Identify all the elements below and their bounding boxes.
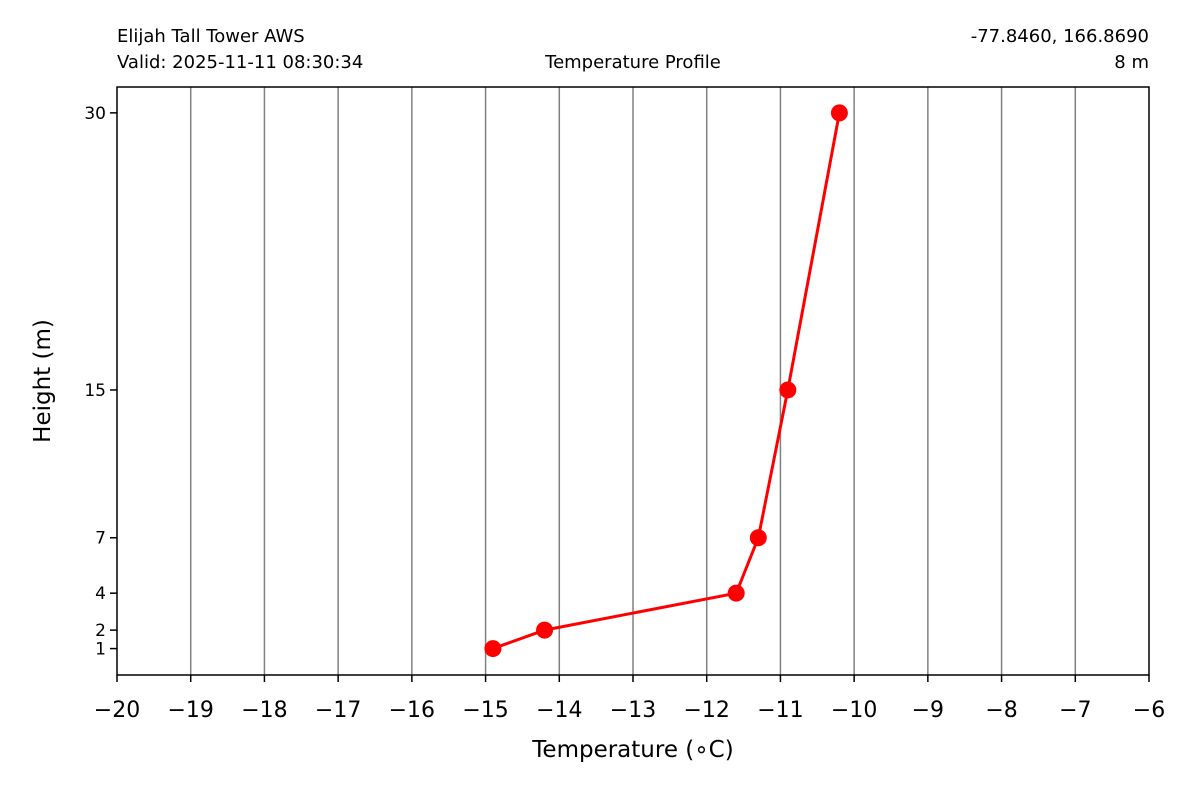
x-tick-label: −9 — [912, 698, 944, 723]
x-axis-ticks: −20 −19 −18 −17 −16 −15 −14 −13 −12 −11 −10 −9 −8 −7 −… — [94, 675, 1165, 723]
temperature-point — [484, 640, 502, 658]
x-axis-label: Temperature (∘C) — [531, 737, 733, 763]
valid-time: Valid: 2025-11-11 08:30:34 — [117, 52, 363, 73]
x-tick-label: −18 — [241, 698, 287, 723]
series-group — [484, 104, 848, 658]
x-tick-label: −19 — [167, 698, 213, 723]
x-tick-label: −7 — [1059, 698, 1091, 723]
station-coords: -77.8460, 166.8690 — [971, 26, 1149, 47]
x-tick-label: −17 — [315, 698, 361, 723]
x-tick-label: −15 — [462, 698, 508, 723]
x-tick-label: −12 — [683, 698, 729, 723]
temperature-point — [779, 381, 797, 399]
station-elevation: 8 m — [1114, 52, 1149, 73]
y-tick-label: 4 — [95, 584, 106, 604]
temperature-line — [492, 112, 841, 650]
x-tick-label: −6 — [1133, 698, 1165, 723]
temperature-point — [749, 529, 767, 547]
x-tick-label: −20 — [94, 698, 140, 723]
plot-title: Temperature Profile — [544, 52, 721, 73]
y-tick-label: 30 — [84, 104, 106, 124]
x-tick-label: −16 — [389, 698, 435, 723]
y-tick-label: 2 — [95, 621, 106, 641]
y-axis-label: Height (m) — [30, 319, 56, 443]
x-tick-label: −11 — [757, 698, 803, 723]
temperature-point — [727, 584, 745, 602]
grid-lines — [189, 87, 1077, 675]
x-tick-label: −13 — [610, 698, 656, 723]
x-tick-label: −10 — [831, 698, 877, 723]
y-tick-label: 15 — [84, 381, 106, 401]
y-tick-label: 7 — [95, 529, 106, 549]
station-name: Elijah Tall Tower AWS — [117, 26, 305, 47]
x-tick-label: −8 — [985, 698, 1017, 723]
y-axis-ticks: 12 4 7 15 30 — [84, 104, 117, 660]
temperature-point — [536, 621, 554, 639]
y-tick-label: 1 — [95, 640, 106, 660]
temperature-point — [830, 104, 848, 122]
x-tick-label: −14 — [536, 698, 582, 723]
